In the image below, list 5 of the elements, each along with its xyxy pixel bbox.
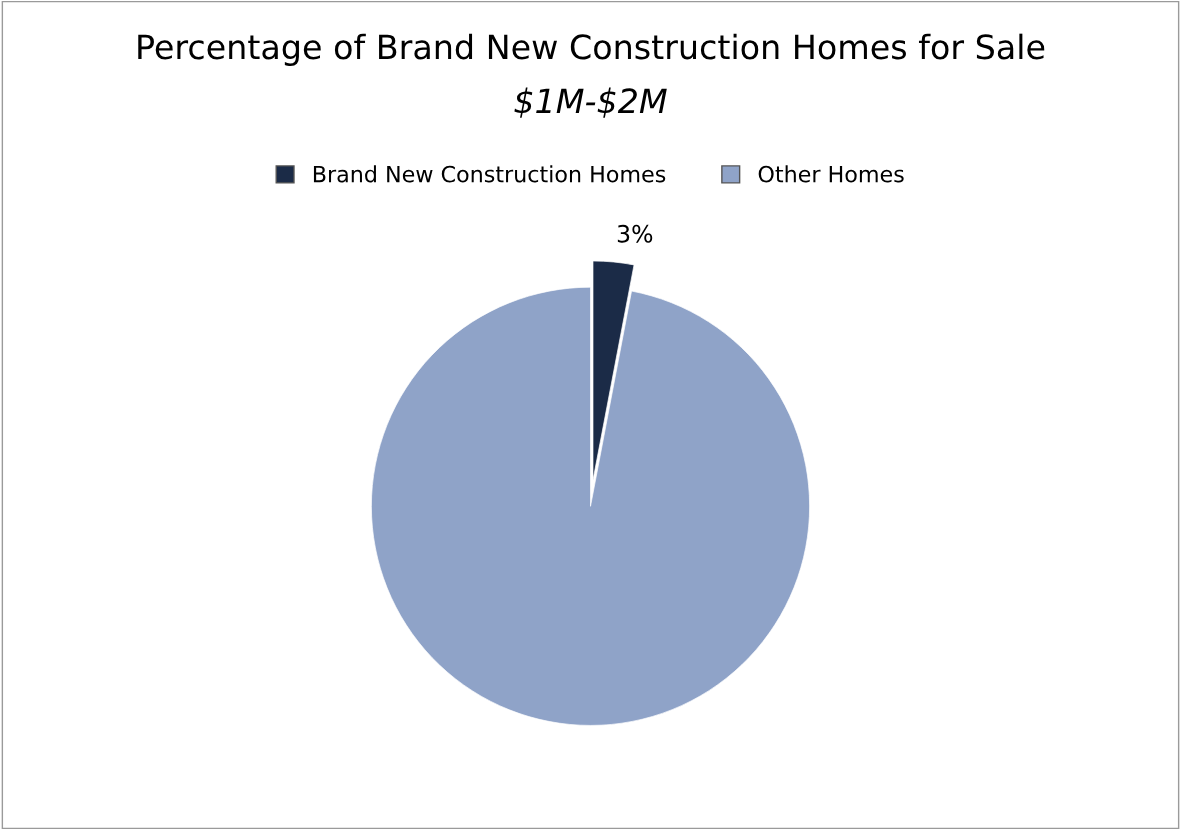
legend-label: Brand New Construction Homes [313, 165, 666, 183]
data-label: 3% [617, 224, 653, 243]
legend-label: Other Homes [758, 165, 904, 183]
chart-subtitle: $1M-$2M [514, 87, 667, 118]
chart-title: Percentage of Brand New Construction Homes for Sale [138, 33, 1045, 66]
